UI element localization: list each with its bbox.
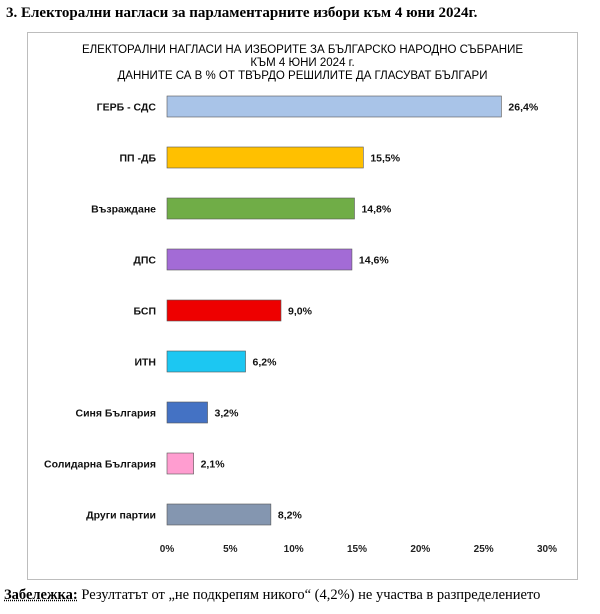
bar (166, 299, 282, 322)
value-label: 9,0% (288, 306, 313, 318)
bar (166, 146, 364, 169)
x-tick-label: 5% (223, 544, 238, 555)
bar (166, 452, 194, 475)
value-label: 26,4% (508, 102, 538, 114)
value-label: 14,8% (361, 204, 391, 216)
bar (166, 197, 355, 220)
x-tick-label: 15% (347, 544, 367, 555)
category-label: ПП -ДБ (119, 153, 156, 165)
bar (166, 248, 353, 271)
x-tick-label: 30% (537, 544, 557, 555)
value-label: 15,5% (370, 153, 400, 165)
category-label: БСП (133, 306, 156, 318)
value-label: 2,1% (201, 459, 226, 471)
bar (166, 503, 272, 526)
chart-frame: ЕЛЕКТОРАЛНИ НАГЛАСИ НА ИЗБОРИТЕ ЗА БЪЛГА… (27, 32, 578, 580)
category-label: Възраждане (91, 204, 156, 216)
section-heading: 3. Електорални нагласи за парламентарнит… (6, 5, 478, 21)
value-label: 3,2% (215, 408, 240, 420)
x-tick-label: 25% (474, 544, 494, 555)
bar (166, 350, 246, 373)
footnote-text: Резултатът от „не подкрепям никого“ (4,2… (77, 587, 541, 603)
category-label: ГЕРБ - СДС (97, 102, 157, 114)
chart-title-line-1: ЕЛЕКТОРАЛНИ НАГЛАСИ НА ИЗБОРИТЕ ЗА БЪЛГА… (81, 44, 524, 56)
value-label: 8,2% (278, 510, 303, 522)
x-tick-label: 0% (160, 544, 175, 555)
value-label: 14,6% (359, 255, 389, 267)
bar (166, 95, 502, 118)
x-tick-label: 10% (284, 544, 304, 555)
footnote: Забележка: Резултатът от „не подкрепям н… (4, 587, 540, 604)
bar (166, 401, 208, 424)
chart-title-line-3: ДАННИТЕ СА В % ОТ ТВЪРДО РЕШИЛИТЕ ДА ГЛА… (117, 70, 488, 82)
x-tick-label: 20% (410, 544, 430, 555)
bar-chart: ГЕРБ - СДС 26,4% ПП -ДБ 15,5% Възраждане 14,8… (44, 95, 557, 555)
category-label: ИТН (134, 357, 156, 369)
category-label: Други партии (86, 510, 156, 522)
category-label: Солидарна България (44, 459, 156, 471)
category-label: ДПС (133, 255, 156, 267)
category-label: Синя България (75, 408, 156, 420)
value-label: 6,2% (253, 357, 278, 369)
chart-title-line-2: КЪМ 4 ЮНИ 2024 г. (250, 57, 355, 69)
footnote-label: Забележка: (4, 587, 78, 603)
